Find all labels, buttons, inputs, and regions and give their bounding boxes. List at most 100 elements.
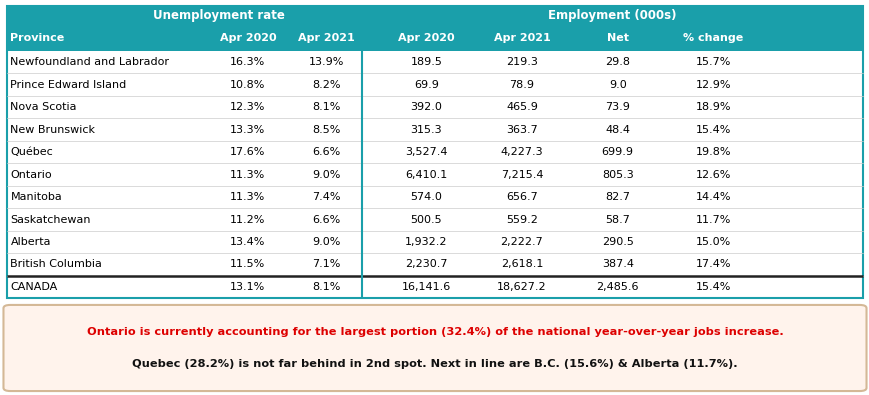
Text: Employment (000s): Employment (000s) (547, 9, 676, 22)
Text: 13.9%: 13.9% (308, 57, 343, 67)
Bar (7, 208, 862, 231)
Text: 290.5: 290.5 (601, 237, 633, 247)
Text: Quebec (28.2%) is not far behind in 2nd spot. Next in line are B.C. (15.6%) & Al: Quebec (28.2%) is not far behind in 2nd … (132, 359, 737, 369)
Bar (7, 253, 862, 276)
Text: 2,222.7: 2,222.7 (500, 237, 543, 247)
Text: 656.7: 656.7 (506, 192, 537, 202)
Text: Province: Province (10, 33, 64, 43)
Text: 69.9: 69.9 (414, 80, 438, 90)
Text: 8.2%: 8.2% (312, 80, 340, 90)
Bar (7, 51, 862, 73)
Text: 8.1%: 8.1% (312, 102, 340, 112)
Text: 82.7: 82.7 (605, 192, 629, 202)
Text: 3,527.4: 3,527.4 (405, 147, 447, 157)
Text: 387.4: 387.4 (601, 260, 633, 269)
Bar (7, 276, 862, 298)
Text: 15.0%: 15.0% (695, 237, 730, 247)
Text: Apr 2020: Apr 2020 (397, 33, 454, 43)
Text: 19.8%: 19.8% (695, 147, 730, 157)
Text: 29.8: 29.8 (605, 57, 629, 67)
Text: Unemployment rate: Unemployment rate (153, 9, 285, 22)
Text: Saskatchewan: Saskatchewan (10, 214, 91, 224)
Text: 73.9: 73.9 (605, 102, 629, 112)
Text: 8.5%: 8.5% (312, 124, 340, 135)
Bar (7, 231, 862, 253)
Text: Alberta: Alberta (10, 237, 51, 247)
Text: British Columbia: British Columbia (10, 260, 103, 269)
Text: 574.0: 574.0 (410, 192, 441, 202)
Text: 12.9%: 12.9% (695, 80, 730, 90)
Text: 11.5%: 11.5% (230, 260, 265, 269)
Text: 12.3%: 12.3% (230, 102, 265, 112)
Text: 11.2%: 11.2% (230, 214, 265, 224)
Text: 10.8%: 10.8% (230, 80, 265, 90)
Bar (7, 25, 862, 51)
Text: 13.3%: 13.3% (230, 124, 265, 135)
Text: Nova Scotia: Nova Scotia (10, 102, 76, 112)
Text: 2,485.6: 2,485.6 (596, 282, 638, 292)
Text: % change: % change (682, 33, 743, 43)
Text: 8.1%: 8.1% (312, 282, 340, 292)
Bar (7, 96, 862, 118)
Text: 15.7%: 15.7% (695, 57, 730, 67)
Text: 189.5: 189.5 (410, 57, 441, 67)
Text: 18.9%: 18.9% (695, 102, 730, 112)
Bar (7, 6, 862, 298)
Bar (7, 186, 862, 208)
Text: 6.6%: 6.6% (312, 147, 340, 157)
Text: 315.3: 315.3 (410, 124, 441, 135)
Text: 13.1%: 13.1% (230, 282, 265, 292)
Text: CANADA: CANADA (10, 282, 57, 292)
Text: 9.0%: 9.0% (312, 237, 340, 247)
FancyBboxPatch shape (3, 305, 866, 391)
Text: 15.4%: 15.4% (695, 282, 730, 292)
Text: 219.3: 219.3 (506, 57, 537, 67)
Text: 2,618.1: 2,618.1 (501, 260, 542, 269)
Text: 11.7%: 11.7% (695, 214, 730, 224)
Text: 58.7: 58.7 (605, 214, 629, 224)
Text: 699.9: 699.9 (601, 147, 633, 157)
Bar (7, 118, 862, 141)
Text: Net: Net (606, 33, 628, 43)
Text: 7.1%: 7.1% (312, 260, 340, 269)
Text: Manitoba: Manitoba (10, 192, 62, 202)
Text: 1,932.2: 1,932.2 (405, 237, 447, 247)
Text: 7.4%: 7.4% (312, 192, 340, 202)
Text: 465.9: 465.9 (506, 102, 537, 112)
Text: Newfoundland and Labrador: Newfoundland and Labrador (10, 57, 169, 67)
Text: 9.0: 9.0 (608, 80, 626, 90)
Bar (7, 73, 862, 96)
Text: 9.0%: 9.0% (312, 169, 340, 180)
Text: Ontario: Ontario (10, 169, 52, 180)
Text: Apr 2021: Apr 2021 (493, 33, 550, 43)
Text: 559.2: 559.2 (506, 214, 537, 224)
Text: Québec: Québec (10, 147, 53, 157)
Text: New Brunswick: New Brunswick (10, 124, 96, 135)
Text: 2,230.7: 2,230.7 (405, 260, 447, 269)
Text: Apr 2020: Apr 2020 (219, 33, 276, 43)
Text: Prince Edward Island: Prince Edward Island (10, 80, 127, 90)
Text: 12.6%: 12.6% (695, 169, 730, 180)
Text: 78.9: 78.9 (509, 80, 534, 90)
Bar (7, 163, 862, 186)
Text: 16.3%: 16.3% (230, 57, 265, 67)
Text: 48.4: 48.4 (605, 124, 629, 135)
Text: 16,141.6: 16,141.6 (401, 282, 450, 292)
Text: Apr 2021: Apr 2021 (297, 33, 355, 43)
Text: 11.3%: 11.3% (230, 169, 265, 180)
Text: 7,215.4: 7,215.4 (501, 169, 542, 180)
Text: 500.5: 500.5 (410, 214, 441, 224)
Text: 6,410.1: 6,410.1 (405, 169, 447, 180)
Bar (7, 6, 862, 25)
Text: 17.4%: 17.4% (695, 260, 730, 269)
Text: 363.7: 363.7 (506, 124, 537, 135)
Text: 6.6%: 6.6% (312, 214, 340, 224)
Text: 392.0: 392.0 (410, 102, 441, 112)
Text: 15.4%: 15.4% (695, 124, 730, 135)
Text: 18,627.2: 18,627.2 (496, 282, 547, 292)
Text: 805.3: 805.3 (601, 169, 633, 180)
Bar (7, 141, 862, 163)
Text: 17.6%: 17.6% (230, 147, 265, 157)
Text: Ontario is currently accounting for the largest portion (32.4%) of the national : Ontario is currently accounting for the … (87, 327, 782, 337)
Text: 13.4%: 13.4% (230, 237, 265, 247)
